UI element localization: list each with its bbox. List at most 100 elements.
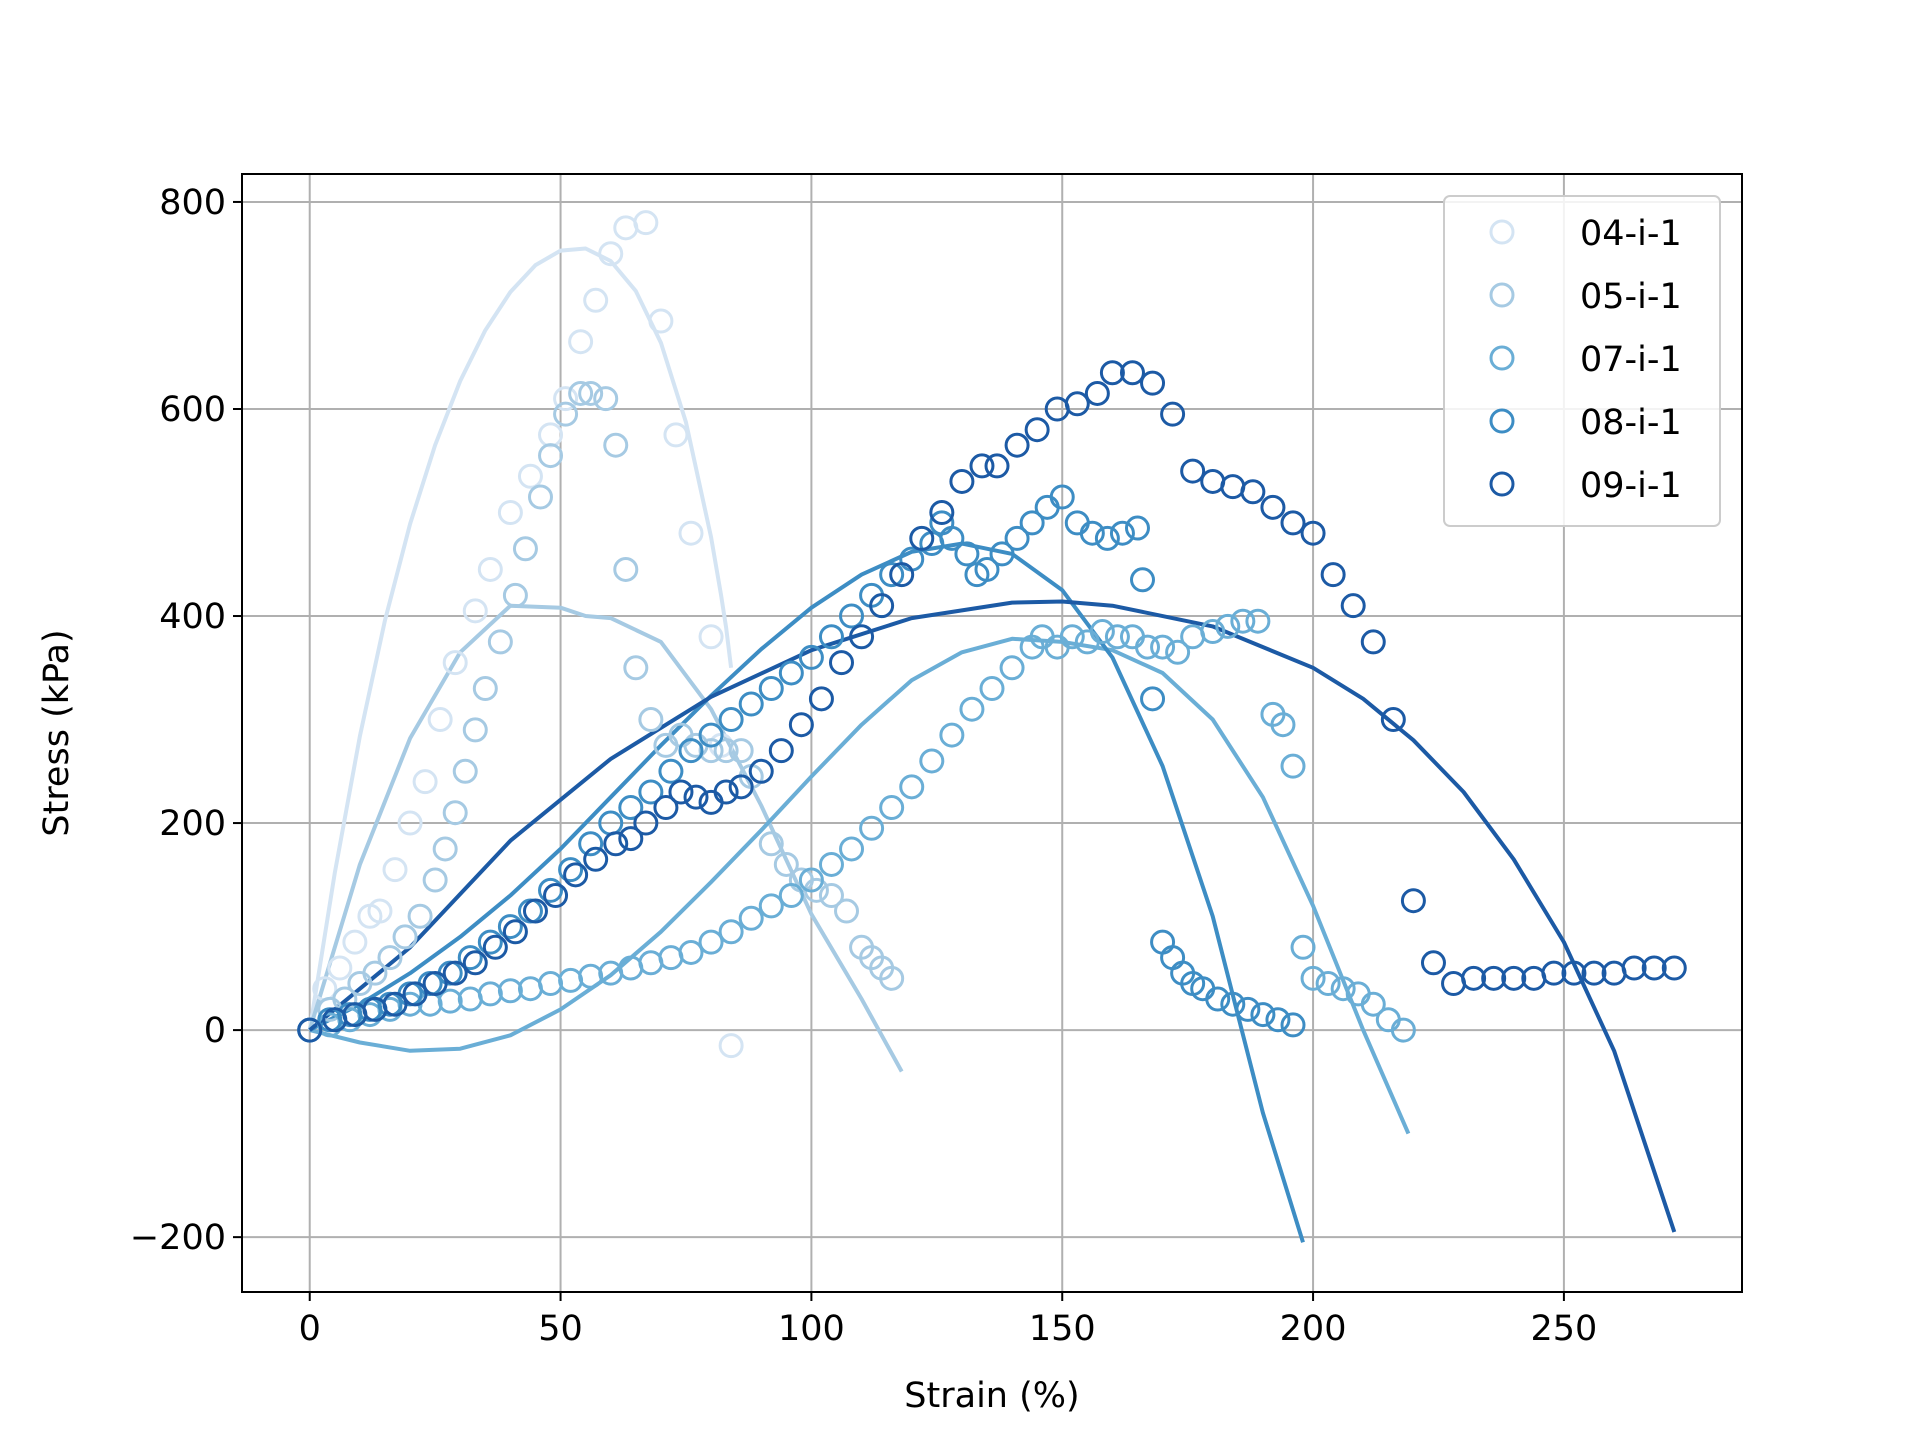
point-08-i-1	[558, 857, 584, 883]
point-04-i-1	[397, 810, 423, 836]
point-08-i-1	[1140, 686, 1166, 712]
point-09-i-1	[984, 453, 1010, 479]
point-08-i-1	[497, 914, 523, 940]
point-07-i-1	[859, 815, 885, 841]
legend-marker	[1489, 471, 1515, 497]
point-07-i-1	[1089, 619, 1115, 645]
point-09-i-1	[768, 738, 794, 764]
point-09-i-1	[969, 453, 995, 479]
point-07-i-1	[477, 981, 503, 1007]
point-07-i-1	[1200, 619, 1226, 645]
point-05-i-1	[362, 960, 388, 986]
x-tick-label: 50	[538, 1309, 583, 1349]
point-07-i-1	[798, 867, 824, 893]
point-08-i-1	[1250, 1002, 1276, 1028]
point-07-i-1	[1290, 934, 1316, 960]
point-07-i-1	[839, 836, 865, 862]
point-09-i-1	[442, 960, 468, 986]
point-09-i-1	[563, 862, 589, 888]
point-09-i-1	[748, 758, 774, 784]
point-09-i-1	[633, 810, 659, 836]
point-09-i-1	[1441, 971, 1467, 997]
point-07-i-1	[1059, 624, 1085, 650]
point-09-i-1	[1461, 965, 1487, 991]
point-05-i-1	[462, 717, 488, 743]
point-04-i-1	[462, 598, 488, 624]
point-07-i-1	[899, 774, 925, 800]
point-08-i-1	[1265, 1007, 1291, 1033]
point-04-i-1	[412, 769, 438, 795]
point-05-i-1	[593, 386, 619, 412]
point-09-i-1	[1661, 955, 1687, 981]
point-05-i-1	[512, 536, 538, 562]
point-09-i-1	[1119, 360, 1145, 386]
point-09-i-1	[668, 779, 694, 805]
point-07-i-1	[1315, 971, 1341, 997]
point-05-i-1	[879, 965, 905, 991]
point-05-i-1	[377, 945, 403, 971]
point-08-i-1	[1130, 567, 1156, 593]
point-04-i-1	[382, 857, 408, 883]
data-markers	[297, 210, 1687, 1059]
point-08-i-1	[1150, 929, 1176, 955]
point-05-i-1	[568, 380, 594, 406]
point-04-i-1	[477, 556, 503, 582]
point-07-i-1	[999, 655, 1025, 681]
point-08-i-1	[618, 795, 644, 821]
point-07-i-1	[437, 988, 463, 1014]
point-08-i-1	[1049, 484, 1075, 510]
point-09-i-1	[1300, 520, 1326, 546]
point-09-i-1	[1360, 629, 1386, 655]
point-09-i-1	[698, 789, 724, 815]
point-07-i-1	[517, 976, 543, 1002]
point-07-i-1	[919, 748, 945, 774]
point-05-i-1	[392, 924, 418, 950]
legend-box	[1443, 195, 1721, 527]
point-08-i-1	[939, 525, 965, 551]
point-09-i-1	[1481, 965, 1507, 991]
point-09-i-1	[1220, 474, 1246, 500]
point-09-i-1	[522, 898, 548, 924]
point-09-i-1	[1320, 562, 1346, 588]
point-09-i-1	[297, 1017, 323, 1043]
point-04-i-1	[568, 329, 594, 355]
point-04-i-1	[633, 210, 659, 236]
point-09-i-1	[1180, 458, 1206, 484]
point-08-i-1	[638, 779, 664, 805]
point-05-i-1	[527, 484, 553, 510]
point-08-i-1	[954, 541, 980, 567]
legend-marker	[1489, 345, 1515, 371]
point-07-i-1	[1300, 965, 1326, 991]
point-09-i-1	[849, 624, 875, 650]
fit-curve-08-i-1	[308, 541, 1305, 1243]
point-08-i-1	[1220, 991, 1246, 1017]
point-08-i-1	[778, 660, 804, 686]
point-09-i-1	[382, 991, 408, 1017]
point-04-i-1	[538, 422, 564, 448]
point-05-i-1	[487, 629, 513, 655]
point-04-i-1	[427, 707, 453, 733]
point-09-i-1	[422, 971, 448, 997]
y-tick-label: −200	[130, 1218, 226, 1258]
point-05-i-1	[638, 707, 664, 733]
point-07-i-1	[457, 986, 483, 1012]
point-08-i-1	[578, 831, 604, 857]
point-09-i-1	[683, 784, 709, 810]
point-04-i-1	[497, 500, 523, 526]
point-09-i-1	[788, 712, 814, 738]
point-08-i-1	[658, 758, 684, 784]
point-08-i-1	[437, 960, 463, 986]
point-07-i-1	[698, 929, 724, 955]
point-09-i-1	[1641, 955, 1667, 981]
point-08-i-1	[758, 675, 784, 701]
point-08-i-1	[1094, 525, 1120, 551]
point-07-i-1	[879, 795, 905, 821]
point-04-i-1	[613, 215, 639, 241]
legend-label: 05-i-1	[1580, 277, 1682, 317]
point-09-i-1	[603, 831, 629, 857]
legend-marker	[1489, 282, 1515, 308]
point-08-i-1	[1160, 945, 1186, 971]
point-09-i-1	[1501, 965, 1527, 991]
point-07-i-1	[1044, 634, 1070, 660]
point-05-i-1	[834, 898, 860, 924]
